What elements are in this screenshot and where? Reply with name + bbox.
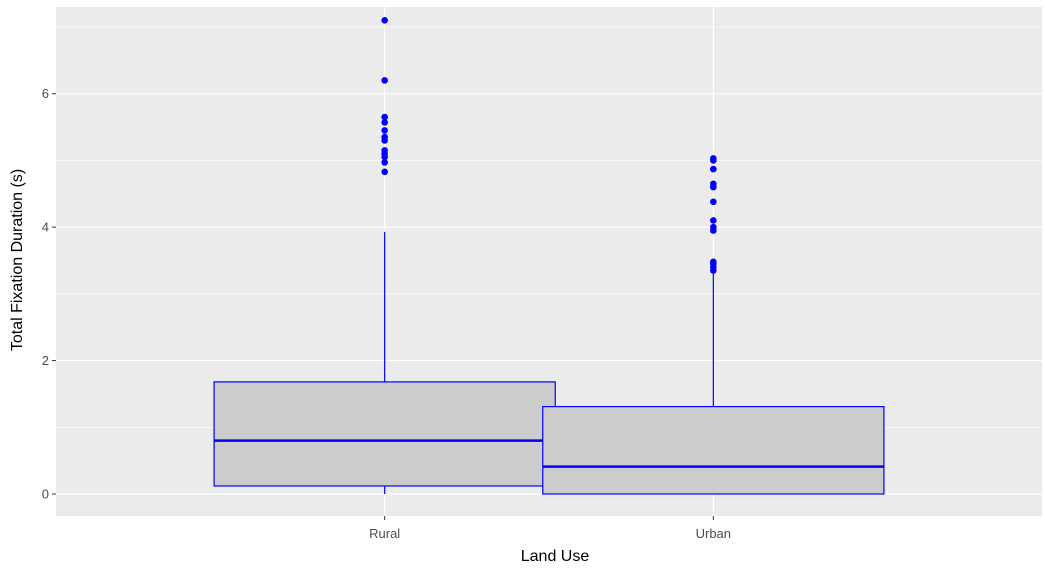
outlier-point xyxy=(381,17,388,24)
box-iqr xyxy=(542,405,885,495)
y-tick-label: 6 xyxy=(42,86,49,101)
y-tick-label: 4 xyxy=(42,220,49,235)
outlier-point xyxy=(710,223,717,231)
x-tick-label: Rural xyxy=(369,526,400,541)
y-tick-label: 2 xyxy=(42,353,49,368)
outlier-point xyxy=(710,155,717,162)
outlier-point xyxy=(710,198,717,206)
outlier-point xyxy=(381,147,388,154)
outlier-point xyxy=(381,127,388,134)
box-elements xyxy=(213,17,885,495)
outlier-point xyxy=(381,133,388,141)
x-tick-label: Urban xyxy=(696,526,731,541)
outlier-point xyxy=(381,119,388,126)
box-iqr xyxy=(213,381,556,487)
outlier-point xyxy=(381,159,388,166)
outlier-point xyxy=(381,113,388,121)
outlier-point xyxy=(381,77,388,84)
outlier-point xyxy=(710,258,717,266)
x-axis-title: Land Use xyxy=(521,548,590,565)
outlier-point xyxy=(381,168,388,176)
outlier-point xyxy=(710,217,717,224)
axes: 0 2 4 6 Rural Urban xyxy=(42,86,731,541)
y-axis-title: Total Fixation Duration (s) xyxy=(9,169,26,351)
outlier-point xyxy=(710,165,717,173)
outlier-point xyxy=(710,180,717,188)
y-tick-label: 0 xyxy=(42,486,49,501)
